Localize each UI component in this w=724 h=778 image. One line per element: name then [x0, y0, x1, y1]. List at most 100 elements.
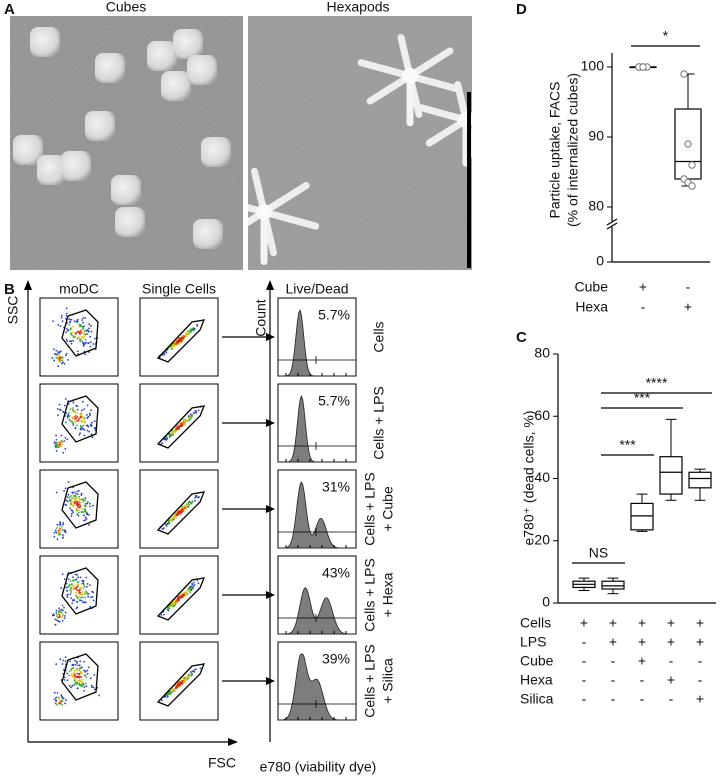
dot — [191, 587, 194, 589]
dot — [88, 502, 91, 505]
y-tick-label: 0 — [596, 253, 604, 269]
dot — [72, 325, 75, 328]
dot — [81, 415, 84, 418]
dot — [193, 327, 196, 330]
dot — [65, 421, 67, 424]
dot — [78, 684, 81, 687]
dot — [84, 338, 87, 341]
dot — [57, 616, 60, 619]
dot — [55, 531, 58, 534]
dot — [61, 616, 64, 618]
dot — [86, 501, 89, 503]
dot — [71, 509, 74, 512]
point — [688, 161, 696, 169]
condition-name: LPS — [520, 634, 546, 650]
dot — [84, 670, 87, 672]
cube — [161, 71, 191, 101]
dot — [83, 584, 86, 587]
dot — [160, 613, 163, 616]
dot — [91, 595, 94, 598]
dot — [173, 429, 176, 432]
dot — [187, 674, 190, 676]
cube — [61, 151, 91, 181]
dot — [76, 337, 79, 340]
dot — [79, 413, 82, 416]
dot — [81, 319, 83, 321]
dot — [82, 345, 85, 347]
dot — [84, 333, 87, 336]
dot — [59, 360, 61, 363]
dot — [69, 328, 72, 331]
dot — [74, 495, 76, 497]
y-axis-label: Particle uptake, FACS — [547, 82, 563, 219]
dot — [70, 588, 72, 591]
dot — [190, 674, 192, 677]
dot — [53, 441, 56, 443]
dot — [86, 429, 89, 432]
dot — [64, 447, 67, 450]
gate — [61, 481, 99, 529]
y-tick-label: 0 — [542, 594, 550, 610]
dot — [67, 359, 70, 361]
dot — [93, 673, 96, 676]
dot — [180, 423, 183, 426]
dot — [188, 589, 191, 592]
dot — [84, 499, 86, 502]
dot — [165, 435, 168, 438]
dot — [71, 584, 73, 587]
dot — [82, 335, 84, 338]
dot — [82, 508, 84, 511]
dot — [69, 498, 71, 501]
dot — [52, 613, 55, 616]
dot — [195, 411, 198, 414]
dot — [173, 345, 176, 348]
dot — [67, 578, 70, 581]
hexapod-arm — [260, 182, 310, 216]
dot — [58, 607, 61, 610]
dot — [76, 500, 79, 503]
dot — [85, 591, 88, 594]
gate — [61, 395, 99, 443]
dot — [77, 589, 80, 592]
dot — [71, 685, 74, 687]
condition-sign: + — [684, 299, 692, 315]
dot — [87, 592, 90, 595]
dot — [54, 702, 57, 705]
dot — [80, 494, 83, 496]
dot — [55, 699, 58, 702]
dot — [61, 356, 64, 359]
dot — [72, 336, 75, 338]
dot — [72, 401, 75, 404]
dot — [189, 419, 191, 421]
axis-label: SSC — [5, 296, 21, 325]
dot — [180, 595, 183, 598]
dot — [57, 446, 60, 449]
dot — [169, 519, 172, 521]
dot — [174, 603, 177, 606]
dot — [181, 682, 183, 685]
dot — [190, 672, 193, 675]
row-label: Cells + LPS — [362, 558, 378, 632]
dot — [176, 599, 179, 601]
dot — [193, 670, 196, 673]
dot — [91, 504, 94, 507]
dot — [193, 581, 195, 584]
dot — [89, 505, 91, 508]
dot — [56, 414, 59, 417]
dot — [83, 335, 86, 338]
gate-percent: 31% — [322, 479, 350, 495]
dot — [54, 618, 57, 621]
dot — [92, 343, 95, 345]
condition-sign: - — [611, 691, 616, 707]
dot — [93, 427, 96, 430]
dot — [79, 330, 82, 332]
dot — [76, 504, 78, 507]
dot — [77, 330, 80, 333]
panel-label: B — [4, 281, 15, 298]
dot — [92, 686, 95, 689]
y-tick-label: 20 — [534, 531, 550, 547]
dot — [57, 365, 60, 368]
dot — [169, 433, 172, 435]
dot — [88, 412, 91, 415]
dot — [75, 497, 78, 499]
